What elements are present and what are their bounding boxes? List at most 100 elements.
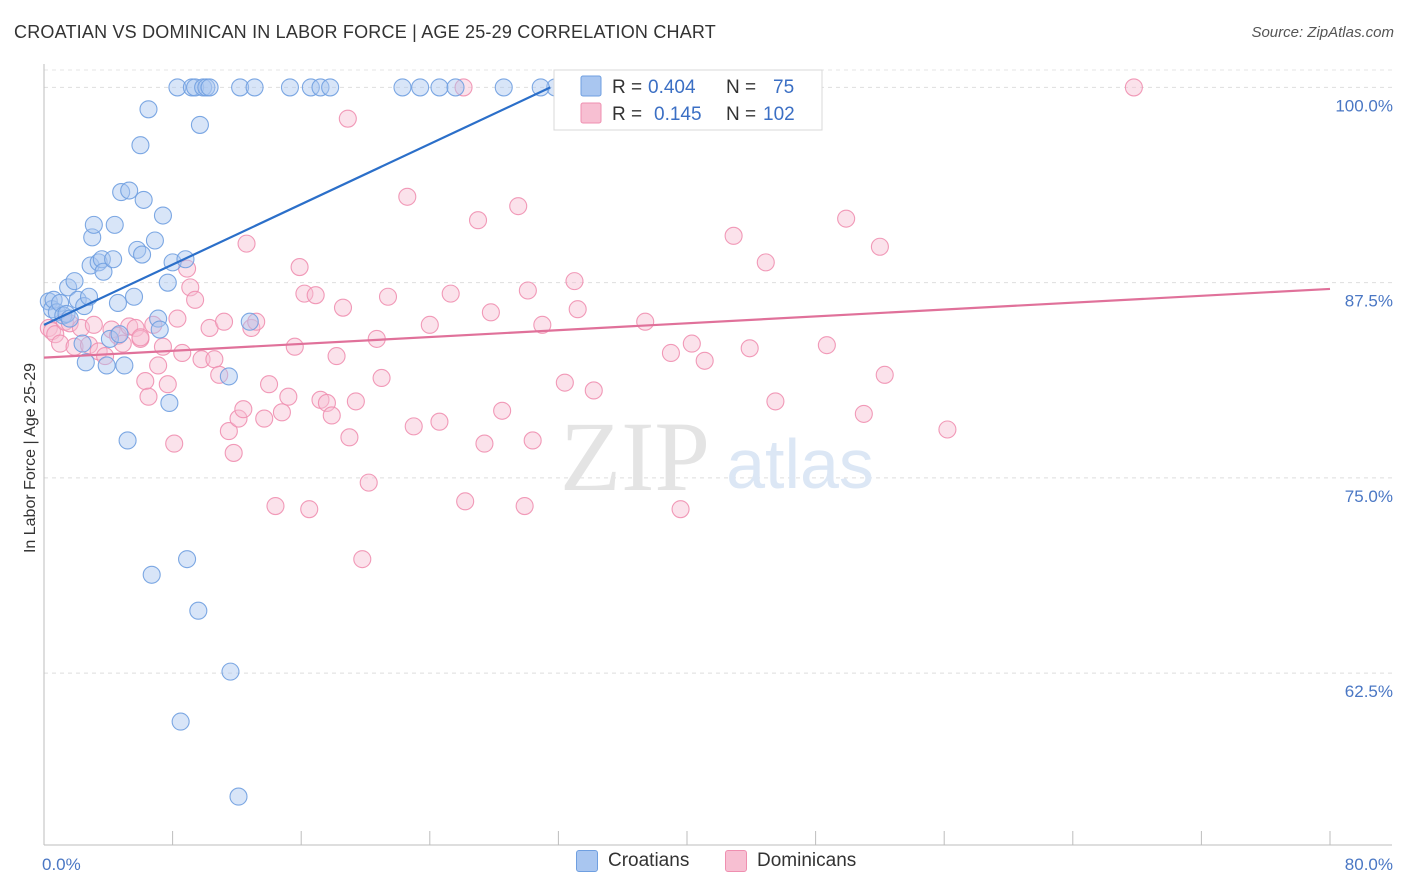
legend-item-dominicans: Dominicans xyxy=(725,850,856,872)
legend-r-value-1: 0.404 xyxy=(648,77,696,98)
dominican-point xyxy=(131,328,150,347)
croatian-point xyxy=(139,100,158,119)
croatian-point xyxy=(411,78,430,97)
dominican-point xyxy=(234,400,253,419)
dominican-point xyxy=(333,298,353,317)
dominican-point xyxy=(398,187,417,206)
dominican-point xyxy=(79,336,99,355)
croatian-point xyxy=(189,601,208,620)
croatian-point xyxy=(231,78,250,97)
dominican-point xyxy=(168,309,187,328)
dominican-point xyxy=(237,234,256,253)
croatian-point xyxy=(221,662,240,681)
legend-n-label-2: N = xyxy=(726,104,756,125)
dominican-point xyxy=(340,428,359,447)
croatian-point xyxy=(105,215,124,234)
trend-lines xyxy=(43,86,1331,359)
dominican-point xyxy=(149,356,168,375)
croatian-point xyxy=(190,115,209,134)
dominican-point xyxy=(279,387,298,406)
dominican-point xyxy=(51,334,70,353)
x-tick-label-max: 80.0% xyxy=(1345,855,1393,874)
dominican-point xyxy=(523,431,542,450)
watermark-atlas: atlas xyxy=(726,425,874,503)
dominican-point xyxy=(214,312,234,331)
dominican-point xyxy=(346,392,365,411)
croatian-point xyxy=(280,78,299,97)
croatian-point xyxy=(76,353,95,372)
dominican-point xyxy=(46,325,65,344)
dominican-point xyxy=(671,500,690,519)
dominicans-swatch xyxy=(725,850,747,872)
croatian-point xyxy=(171,712,190,731)
croatian-point xyxy=(430,78,449,97)
dominican-point xyxy=(300,500,319,519)
dominican-point xyxy=(756,253,775,272)
legend-n-value-2: 102 xyxy=(763,104,795,125)
legend-label-dominicans: Dominicans xyxy=(757,850,857,871)
croatian-point xyxy=(108,293,127,313)
dominican-point xyxy=(555,373,574,392)
legend-swatch-dominicans xyxy=(580,102,602,124)
tick-labels: 100.0% 87.5% 75.0% 62.5% 0.0% 80.0% xyxy=(42,96,1393,874)
dominican-point xyxy=(481,303,500,322)
dominican-point xyxy=(456,492,475,511)
dominican-point xyxy=(158,375,177,394)
dominican-point xyxy=(290,258,309,277)
croatian-point xyxy=(393,78,412,97)
legend-r-label-1: R = xyxy=(612,77,642,98)
dominican-point xyxy=(740,339,759,358)
croatian-point xyxy=(158,273,177,292)
dominican-point xyxy=(475,434,494,453)
croatian-point xyxy=(73,334,92,353)
chart-title: CROATIAN VS DOMINICAN IN LABOR FORCE | A… xyxy=(14,22,716,42)
dominican-point xyxy=(837,209,856,228)
dominican-point xyxy=(353,550,372,569)
dominican-point xyxy=(247,312,266,331)
dominican-point xyxy=(817,336,836,355)
dominican-point xyxy=(359,473,378,492)
dominican-point xyxy=(636,312,655,331)
croatian-point xyxy=(115,356,134,375)
croatians-swatch xyxy=(576,850,598,872)
croatian-point xyxy=(240,312,259,331)
dominican-point xyxy=(259,375,279,394)
y-tick-label: 75.0% xyxy=(1345,487,1393,506)
series-croatians-points xyxy=(39,78,605,806)
dominican-point xyxy=(322,406,341,425)
legend-r-label-2: R = xyxy=(612,104,642,125)
croatian-point xyxy=(150,320,169,339)
legend-label-croatians: Croatians xyxy=(608,850,690,871)
legend-r-value-2: 0.145 xyxy=(654,104,702,125)
dominican-point xyxy=(224,443,243,462)
grid-lines xyxy=(44,69,1392,674)
croatian-point xyxy=(89,253,108,272)
croatian-point xyxy=(124,287,144,306)
y-axis-label: In Labor Force | Age 25-29 xyxy=(22,363,39,553)
legend-n-label-1: N = xyxy=(726,77,756,98)
dominican-point xyxy=(285,337,304,356)
dominican-point xyxy=(430,412,449,431)
data-points xyxy=(39,78,1143,806)
croatian-point xyxy=(446,78,465,97)
dominican-point xyxy=(493,401,512,420)
dominican-point xyxy=(272,403,291,422)
dominican-point xyxy=(724,226,743,245)
dominican-point xyxy=(136,372,155,391)
dominican-point xyxy=(255,409,274,428)
dominican-point xyxy=(84,315,103,334)
dominican-point xyxy=(219,422,238,441)
dominican-point xyxy=(870,237,889,256)
dominican-point xyxy=(210,365,229,384)
dominican-point xyxy=(327,347,346,366)
dominican-point xyxy=(515,496,534,516)
croatian-point xyxy=(168,78,187,97)
series-dominicans-points xyxy=(39,78,1143,569)
croatian-point xyxy=(229,787,248,806)
dominican-point xyxy=(1124,78,1143,97)
y-tick-label: 100.0% xyxy=(1335,96,1393,115)
croatian-point xyxy=(301,78,320,97)
dominican-point xyxy=(205,350,224,369)
y-tick-label: 87.5% xyxy=(1345,292,1393,311)
